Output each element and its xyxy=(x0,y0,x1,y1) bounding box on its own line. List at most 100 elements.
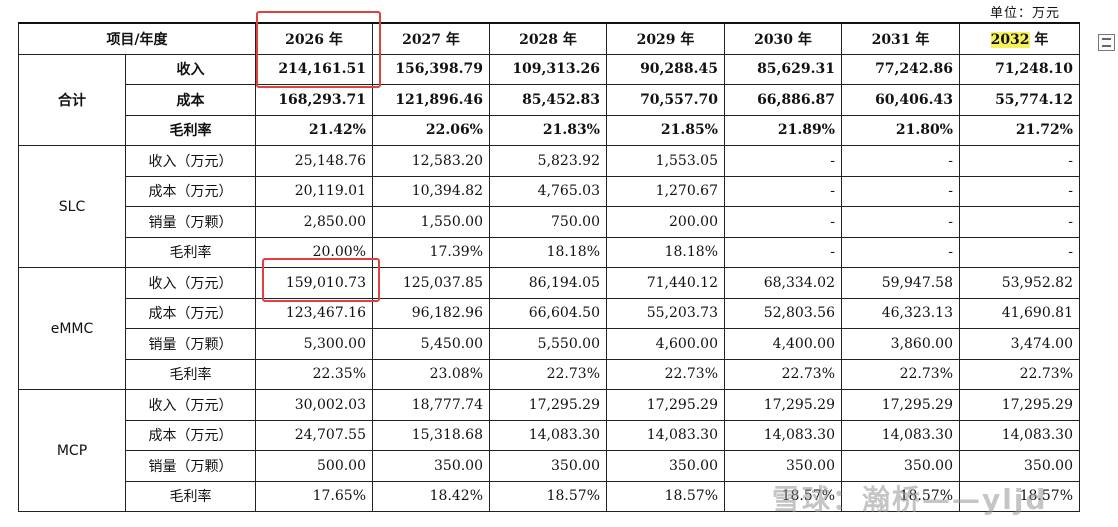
value-cell: 55,203.73 xyxy=(606,297,725,329)
table-row: 成本（万元） 20,119.01 10,394.82 4,765.03 1,270.67… xyxy=(19,175,1080,207)
value-cell: 18.57% xyxy=(841,480,960,512)
value-cell: 21.42% xyxy=(255,114,373,146)
value-cell: - xyxy=(959,206,1080,238)
table-row: 成本 168,293.71 121,896.46 85,452.83 70,557.70… xyxy=(19,84,1080,116)
highlighted-year: 2032 xyxy=(990,31,1030,48)
value-cell: 4,765.03 xyxy=(489,175,607,207)
value-cell: 21.83% xyxy=(489,114,607,146)
value-cell: 21.80% xyxy=(841,114,960,146)
value-cell: 46,323.13 xyxy=(841,297,960,329)
group-label: 合计 xyxy=(18,53,126,146)
value-cell: 22.73% xyxy=(959,358,1080,390)
row-label: 成本 xyxy=(125,84,256,116)
table-icon[interactable] xyxy=(1098,34,1115,51)
value-cell: 17,295.29 xyxy=(959,389,1080,421)
value-cell: 21.85% xyxy=(606,114,725,146)
value-cell: - xyxy=(841,145,960,177)
table-row: 毛利率 20.00% 17.39% 18.18% 18.18% - - - xyxy=(19,236,1080,268)
value-cell: 2,850.00 xyxy=(255,206,373,238)
value-cell: 85,452.83 xyxy=(489,84,607,116)
value-cell: 14,083.30 xyxy=(606,419,725,451)
table-row: 毛利率 17.65% 18.42% 18.57% 18.57% 18.57% 18.57% 1… xyxy=(19,480,1080,512)
value-cell: 3,474.00 xyxy=(959,328,1080,360)
value-cell: 18.57% xyxy=(606,480,725,512)
header-corner: 项目/年度 xyxy=(18,22,256,55)
value-cell: - xyxy=(959,175,1080,207)
value-cell: 22.35% xyxy=(255,358,373,390)
value-cell: 59,947.58 xyxy=(841,267,960,299)
value-cell: 10,394.82 xyxy=(372,175,490,207)
table-row: 销量（万颗） 2,850.00 1,550.00 750.00 200.00- - - xyxy=(19,206,1080,238)
value-cell: 350.00 xyxy=(489,450,607,482)
value-cell: - xyxy=(841,236,960,268)
header-year: 2031 年 xyxy=(841,22,960,55)
table-row: 成本（万元） 24,707.55 15,318.68 14,083.30 14,083.… xyxy=(19,419,1080,451)
value-cell: 5,823.92 xyxy=(489,145,607,177)
value-cell: 4,600.00 xyxy=(606,328,725,360)
value-cell: 30,002.03 xyxy=(255,389,373,421)
value-cell: 156,398.79 xyxy=(372,53,490,85)
value-cell: 3,860.00 xyxy=(841,328,960,360)
value-cell: 4,400.00 xyxy=(724,328,842,360)
value-cell: 1,553.05 xyxy=(606,145,725,177)
value-cell: 125,037.85 xyxy=(372,267,490,299)
value-cell: - xyxy=(724,175,842,207)
value-cell: 15,318.68 xyxy=(372,419,490,451)
value-cell: 17,295.29 xyxy=(489,389,607,421)
value-cell: 96,182.96 xyxy=(372,297,490,329)
header-year: 2029 年 xyxy=(606,22,725,55)
table-row: 合计 收入 214,161.51 156,398.79 109,313.26 90,288… xyxy=(18,53,1080,146)
value-cell: 22.06% xyxy=(372,114,490,146)
row-label: 毛利率 xyxy=(125,480,256,512)
header-row: 项目/年度 2026 年 2027 年 2028 年 2029 年 2030 年… xyxy=(18,22,1080,55)
value-cell: 25,148.76 xyxy=(255,145,373,177)
value-cell: 12,583.20 xyxy=(372,145,490,177)
value-cell: 18.18% xyxy=(606,236,725,268)
header-year: 2027 年 xyxy=(372,22,490,55)
table-row: MCP 收入（万元） 30,002.03 18,777.74 17,295.29 17,2… xyxy=(18,389,1080,512)
group-label: MCP xyxy=(18,389,126,512)
year-suffix: 年 xyxy=(1029,31,1049,48)
value-cell: 22.73% xyxy=(606,358,725,390)
value-cell: 350.00 xyxy=(959,450,1080,482)
row-label: 毛利率 xyxy=(125,358,256,390)
value-cell: 350.00 xyxy=(372,450,490,482)
value-cell: 5,300.00 xyxy=(255,328,373,360)
row-label: 收入（万元） xyxy=(125,267,256,299)
row-label: 毛利率 xyxy=(125,114,256,146)
highlight-box-emmc-revenue-2026 xyxy=(262,258,380,302)
value-cell: 90,288.45 xyxy=(606,53,725,85)
value-cell: 18.57% xyxy=(959,480,1080,512)
row-label: 销量（万颗） xyxy=(125,328,256,360)
value-cell: - xyxy=(841,175,960,207)
table-row: eMMC 收入（万元） 159,010.73 125,037.85 86,194.05 7… xyxy=(18,267,1080,390)
value-cell: 71,440.12 xyxy=(606,267,725,299)
value-cell: 17.65% xyxy=(255,480,373,512)
value-cell: 17,295.29 xyxy=(606,389,725,421)
value-cell: 22.73% xyxy=(724,358,842,390)
value-cell: 17,295.29 xyxy=(724,389,842,421)
row-label: 成本（万元） xyxy=(125,175,256,207)
value-cell: 22.73% xyxy=(841,358,960,390)
value-cell: 168,293.71 xyxy=(255,84,373,116)
header-year: 2030 年 xyxy=(724,22,842,55)
value-cell: 18.57% xyxy=(489,480,607,512)
value-cell: 5,550.00 xyxy=(489,328,607,360)
value-cell: 18.57% xyxy=(724,480,842,512)
value-cell: - xyxy=(724,145,842,177)
row-label: 销量（万颗） xyxy=(125,450,256,482)
value-cell: 123,467.16 xyxy=(255,297,373,329)
table-row: SLC 收入（万元） 25,148.76 12,583.20 5,823.92 1,553… xyxy=(18,145,1080,268)
value-cell: 350.00 xyxy=(841,450,960,482)
value-cell: 121,896.46 xyxy=(372,84,490,116)
value-cell: 70,557.70 xyxy=(606,84,725,116)
value-cell: 18.18% xyxy=(489,236,607,268)
value-cell: 71,248.10 xyxy=(959,53,1080,85)
table-row: 成本（万元） 123,467.16 96,182.96 66,604.50 55,203… xyxy=(19,297,1080,329)
value-cell: 14,083.30 xyxy=(489,419,607,451)
value-cell: 85,629.31 xyxy=(724,53,842,85)
value-cell: 60,406.43 xyxy=(841,84,960,116)
value-cell: 18.42% xyxy=(372,480,490,512)
table-row: 毛利率 21.42% 22.06% 21.83% 21.85% 21.89% 21.80% 2… xyxy=(19,114,1080,146)
